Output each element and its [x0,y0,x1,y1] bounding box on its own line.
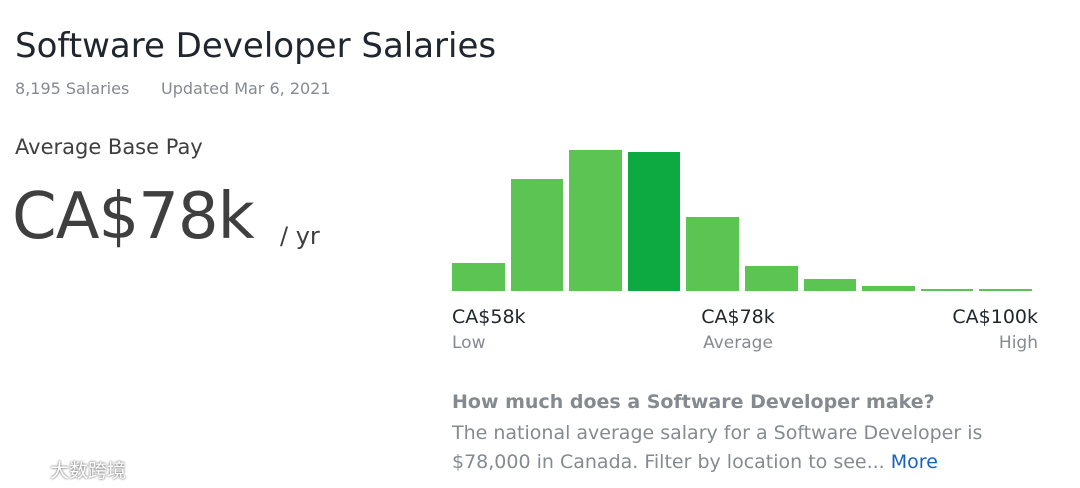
histogram-bar [979,288,1032,291]
pay-amount: CA$78k [12,180,255,254]
histogram-bar [510,179,564,291]
salary-count: 8,195 Salaries [15,79,130,98]
updated-date: Updated Mar 6, 2021 [161,79,331,98]
histogram-bar [803,279,857,291]
histogram-bar [452,263,505,291]
description-text: The national average salary for a Softwa… [452,422,983,473]
histogram-bar [686,216,739,291]
histogram-bar [569,150,622,291]
low-label: Low [452,333,486,353]
average-amount: CA$78k [701,306,775,328]
histogram-bar [627,152,681,291]
high-amount: CA$100k [952,306,1038,328]
high-label: High [998,333,1038,353]
description: The national average salary for a Softwa… [452,419,1012,477]
pay-label: Average Base Pay [15,135,203,159]
histogram-bar [745,266,798,291]
histogram [452,150,1038,291]
histogram-bar [862,285,915,291]
watermark: 大数跨境 [50,460,127,482]
low-amount: CA$58k [452,306,526,328]
more-link[interactable]: More [890,451,938,473]
question: How much does a Software Developer make? [452,391,935,413]
page-title: Software Developer Salaries [15,26,497,66]
histogram-bar [920,288,974,291]
pay-unit: / yr [280,222,320,250]
average-label: Average [703,333,773,353]
